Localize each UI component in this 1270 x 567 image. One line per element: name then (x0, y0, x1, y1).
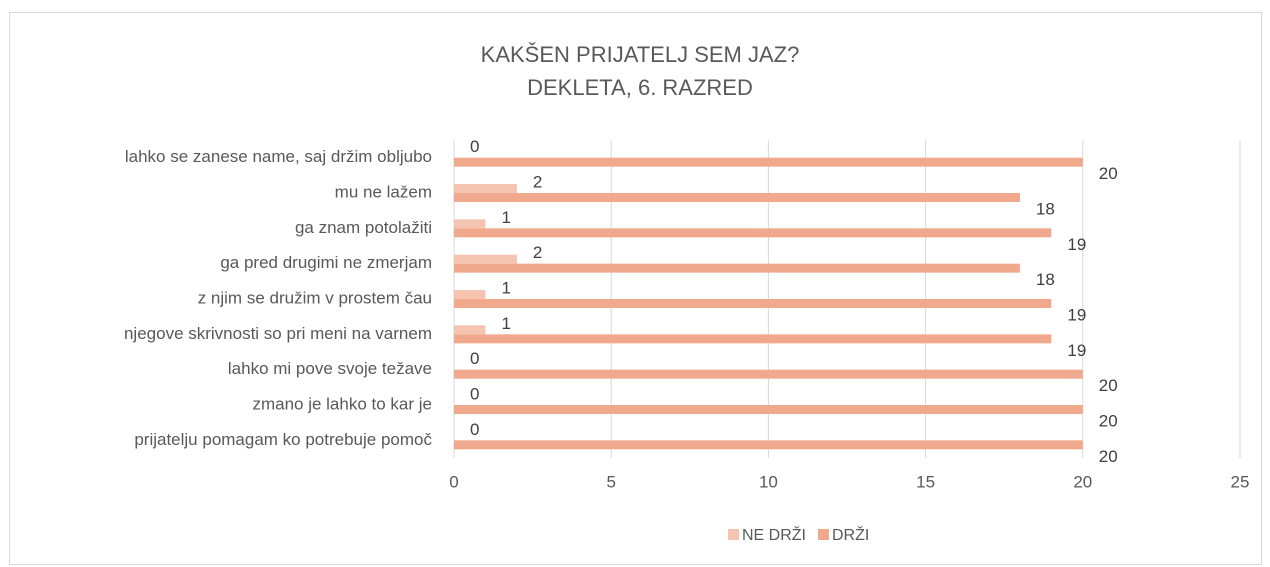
data-label: 18 (1036, 270, 1055, 289)
x-tick-label: 20 (1073, 472, 1092, 491)
bar (454, 193, 1020, 202)
bar (454, 299, 1052, 308)
y-tick-label: mu ne lažem (335, 182, 432, 201)
bar (454, 440, 1083, 450)
data-label: 0 (470, 137, 479, 156)
data-label: 20 (1099, 164, 1118, 183)
y-tick-label: z njim se družim v prostem čau (198, 288, 432, 307)
x-tick-label: 15 (916, 472, 935, 491)
bar (454, 254, 517, 264)
bar (454, 219, 486, 229)
chart-border (9, 12, 1262, 565)
data-label: 19 (1067, 305, 1086, 324)
data-label: 0 (470, 349, 479, 368)
chart-subtitle: DEKLETA, 6. RAZRED (527, 75, 753, 100)
x-tick-label: 0 (449, 472, 458, 491)
x-tick-label: 25 (1231, 472, 1250, 491)
data-label: 20 (1099, 376, 1118, 395)
bar (454, 325, 486, 335)
legend-swatch (818, 529, 829, 540)
legend-swatch (728, 529, 739, 540)
data-label: 1 (501, 314, 510, 333)
y-tick-label: ga znam potolažiti (295, 218, 432, 237)
legend-label: NE DRŽI (742, 525, 806, 544)
data-label: 1 (501, 208, 510, 227)
y-tick-label: ga pred drugimi ne zmerjam (220, 253, 432, 272)
y-tick-label: zmano je lahko to kar je (252, 394, 432, 413)
data-label: 18 (1036, 199, 1055, 218)
bar (454, 290, 486, 299)
bar (454, 263, 1020, 273)
bar (454, 334, 1052, 344)
data-label: 1 (501, 278, 510, 297)
bar (454, 405, 1083, 414)
data-label: 20 (1099, 447, 1118, 466)
chart-title: KAKŠEN PRIJATELJ SEM JAZ? (481, 42, 800, 67)
data-label: 0 (470, 420, 479, 439)
data-label: 19 (1067, 341, 1086, 360)
x-tick-label: 5 (606, 472, 615, 491)
data-label: 2 (533, 243, 542, 262)
data-label: 2 (533, 172, 542, 191)
bar (454, 228, 1052, 238)
data-label: 20 (1099, 411, 1118, 430)
y-tick-label: prijatelju pomagam ko potrebuje pomoč (134, 430, 432, 449)
data-label: 0 (470, 384, 479, 403)
y-tick-label: lahko se zanese name, saj držim obljubo (125, 147, 432, 166)
y-tick-label: lahko mi pove svoje težave (228, 359, 432, 378)
bar (454, 157, 1083, 167)
bar (454, 369, 1083, 379)
data-label: 19 (1067, 235, 1086, 254)
x-tick-label: 10 (759, 472, 778, 491)
y-tick-label: njegove skrivnosti so pri meni na varnem (124, 324, 432, 343)
legend-label: DRŽI (832, 525, 869, 544)
bar (454, 184, 517, 193)
